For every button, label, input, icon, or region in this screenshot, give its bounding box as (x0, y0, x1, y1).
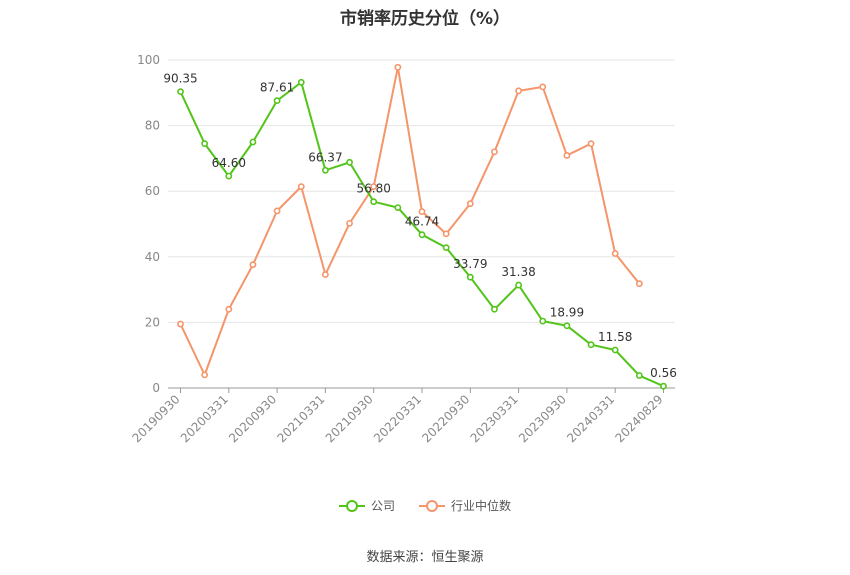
data-point (418, 231, 426, 239)
data-label: 66.37 (308, 150, 342, 164)
data-point (225, 172, 233, 180)
data-point (442, 230, 450, 238)
data-point (297, 183, 305, 191)
data-point (539, 317, 547, 325)
legend-marker-icon (419, 499, 445, 513)
data-source: 数据来源：恒生聚源 (366, 550, 484, 565)
y-tick-label: 20 (145, 315, 160, 329)
y-tick-label: 80 (145, 119, 160, 133)
y-tick-label: 100 (137, 53, 160, 67)
legend-label: 行业中位数 (451, 499, 512, 513)
data-point (394, 63, 402, 71)
data-point (370, 183, 378, 191)
data-point (635, 280, 643, 288)
data-point (466, 200, 474, 208)
y-tick-label: 40 (145, 250, 160, 264)
x-tick-label: 20210930 (323, 392, 376, 445)
x-tick-label: 20220930 (419, 392, 472, 445)
legend: 公司 行业中位数 (0, 497, 850, 514)
data-point (466, 273, 474, 281)
x-tick-label: 20240829 (613, 392, 666, 445)
data-point (273, 207, 281, 215)
data-point (611, 250, 619, 257)
data-point (394, 204, 402, 211)
x-tick-label: 20210331 (274, 392, 327, 445)
x-tick-label: 20200930 (226, 392, 279, 445)
data-point (201, 371, 209, 379)
data-point (539, 83, 547, 91)
data-point (201, 140, 209, 148)
data-point (491, 305, 498, 313)
legend-label: 公司 (370, 499, 395, 513)
data-label: 33.79 (453, 257, 487, 271)
y-tick-label: 0 (152, 381, 160, 395)
x-tick-label: 20230331 (468, 392, 521, 445)
data-point (346, 158, 353, 166)
data-label: 18.99 (550, 306, 584, 320)
data-point (611, 346, 619, 354)
x-tick-label: 20190930 (130, 392, 183, 445)
x-tick-label: 20200331 (178, 392, 231, 445)
data-point (442, 244, 450, 252)
data-point (321, 271, 329, 278)
data-label: 87.61 (260, 81, 294, 95)
data-point (563, 152, 571, 159)
data-point (297, 78, 305, 86)
data-point (370, 198, 378, 206)
data-point (249, 138, 257, 146)
x-tick-label: 20230930 (516, 392, 569, 445)
data-label: 11.58 (598, 330, 632, 344)
series-line-1 (179, 66, 641, 376)
data-label: 31.38 (501, 265, 535, 279)
data-point (515, 281, 522, 289)
legend-item[interactable]: 公司 (338, 497, 395, 514)
data-point (321, 166, 329, 174)
data-point (273, 97, 281, 105)
data-point (346, 219, 353, 227)
legend-marker-icon (338, 499, 365, 513)
data-point (249, 261, 257, 269)
data-label: 64.60 (212, 156, 246, 170)
data-label: 90.35 (163, 72, 197, 86)
data-label: 0.56 (650, 366, 677, 380)
data-point (660, 382, 667, 390)
line-chart: 0204060801002019093020200331202009302021… (130, 53, 677, 445)
data-point (491, 148, 498, 156)
data-label: 56.80 (357, 182, 391, 196)
chart-title: 市销率历史分位（%） (339, 9, 511, 29)
data-point (635, 372, 643, 379)
data-point (177, 320, 184, 328)
data-point (587, 140, 595, 148)
legend-item[interactable]: 行业中位数 (419, 497, 511, 514)
y-tick-label: 60 (145, 184, 160, 198)
data-point (418, 208, 426, 215)
data-point (563, 322, 571, 330)
x-tick-label: 20240331 (564, 392, 617, 445)
x-tick-label: 20220331 (371, 392, 424, 445)
data-point (225, 305, 233, 313)
data-point (587, 341, 595, 349)
data-point (177, 88, 184, 96)
data-point (515, 87, 522, 95)
data-label: 46.74 (405, 215, 439, 229)
